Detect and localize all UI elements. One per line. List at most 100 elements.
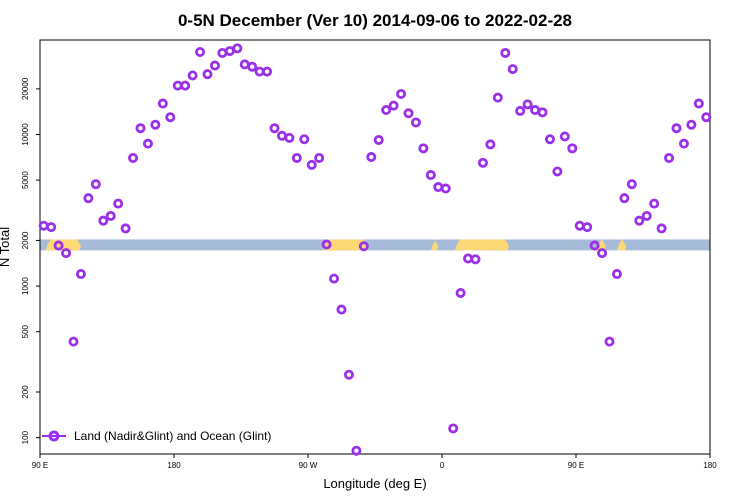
- data-point: [656, 223, 667, 234]
- data-point: [165, 112, 176, 123]
- data-point: [678, 138, 689, 149]
- data-point: [135, 123, 146, 134]
- y-tick-label: 500: [21, 324, 30, 338]
- y-tick-label: 1000: [21, 277, 30, 295]
- data-point: [68, 336, 79, 347]
- data-point: [537, 107, 548, 118]
- data-point: [343, 369, 354, 380]
- data-point: [38, 220, 49, 231]
- x-tick-label: 0: [440, 461, 445, 470]
- legend-marker: [48, 430, 60, 442]
- data-point: [686, 119, 697, 130]
- land-segment: [616, 239, 627, 251]
- data-point: [373, 134, 384, 145]
- data-point: [507, 64, 518, 75]
- y-tick-label: 100: [21, 430, 30, 444]
- y-tick-label: 10000: [21, 123, 30, 146]
- data-point: [232, 43, 243, 54]
- data-point: [559, 131, 570, 142]
- data-point: [299, 134, 310, 145]
- data-point: [500, 47, 511, 58]
- data-point: [567, 143, 578, 154]
- data-point: [440, 183, 451, 194]
- data-point: [351, 445, 362, 456]
- data-point: [418, 143, 429, 154]
- data-point: [83, 193, 94, 204]
- data-point: [75, 269, 86, 280]
- land-segment: [322, 239, 368, 251]
- data-point: [470, 254, 481, 265]
- y-tick-label: 20000: [21, 77, 30, 100]
- data-point: [693, 98, 704, 109]
- data-point: [485, 139, 496, 150]
- data-point: [90, 179, 101, 190]
- data-point: [664, 152, 675, 163]
- x-axis: 90 E 180 90 W 0 90 E 180: [32, 454, 717, 470]
- data-point: [262, 66, 273, 77]
- y-axis: 100 200 500 1000 2000 5000 10000 20000: [21, 77, 40, 444]
- land-segment: [455, 239, 509, 251]
- x-tick-label: 180: [167, 461, 181, 470]
- data-point: [604, 336, 615, 347]
- data-point: [195, 47, 206, 58]
- data-point: [202, 69, 213, 80]
- data-point: [433, 182, 444, 193]
- x-tick-label: 90 E: [568, 461, 584, 470]
- data-point: [448, 423, 459, 434]
- data-point: [105, 210, 116, 221]
- plot-area: [39, 39, 711, 455]
- data-point: [180, 80, 191, 91]
- legend-label: Land (Nadir&Glint) and Ocean (Glint): [74, 429, 271, 443]
- data-point: [477, 157, 488, 168]
- data-point: [314, 152, 325, 163]
- data-point: [552, 166, 563, 177]
- x-axis-label: Longitude (deg E): [323, 476, 426, 491]
- data-point: [291, 152, 302, 163]
- x-tick-label: 90 W: [299, 461, 318, 470]
- data-point: [187, 70, 198, 81]
- data-point: [515, 105, 526, 116]
- data-point: [463, 253, 474, 264]
- data-point: [634, 215, 645, 226]
- chart-title: 0-5N December (Ver 10) 2014-09-06 to 202…: [178, 11, 572, 30]
- data-point: [98, 215, 109, 226]
- x-tick-label: 90 E: [32, 461, 48, 470]
- data-point: [336, 304, 347, 315]
- y-tick-label: 2000: [21, 231, 30, 249]
- data-point: [403, 108, 414, 119]
- data-point: [425, 170, 436, 181]
- y-axis-label: N Total: [0, 227, 12, 267]
- data-point: [455, 287, 466, 298]
- data-point: [306, 159, 317, 170]
- data-point: [597, 248, 608, 259]
- data-point: [574, 220, 585, 231]
- data-point: [321, 239, 332, 250]
- data-point: [142, 138, 153, 149]
- data-point: [626, 179, 637, 190]
- data-point: [247, 61, 258, 72]
- data-point: [388, 100, 399, 111]
- data-point: [701, 112, 712, 123]
- data-point: [522, 99, 533, 110]
- data-point: [582, 222, 593, 233]
- data-point: [358, 241, 369, 252]
- data-point: [611, 269, 622, 280]
- data-point: [209, 60, 220, 71]
- data-point: [492, 92, 503, 103]
- data-point: [641, 210, 652, 221]
- land-segment: [430, 239, 439, 251]
- y-tick-label: 5000: [21, 171, 30, 189]
- data-point: [410, 117, 421, 128]
- land-ocean-band: [40, 239, 710, 251]
- data-point: [113, 198, 124, 209]
- data-point: [120, 223, 131, 234]
- data-point: [53, 240, 64, 251]
- data-point: [396, 88, 407, 99]
- data-point: [128, 152, 139, 163]
- data-point: [150, 119, 161, 130]
- data-point: [329, 273, 340, 284]
- data-point: [589, 240, 600, 251]
- x-tick-label: 180: [703, 461, 717, 470]
- data-point: [544, 134, 555, 145]
